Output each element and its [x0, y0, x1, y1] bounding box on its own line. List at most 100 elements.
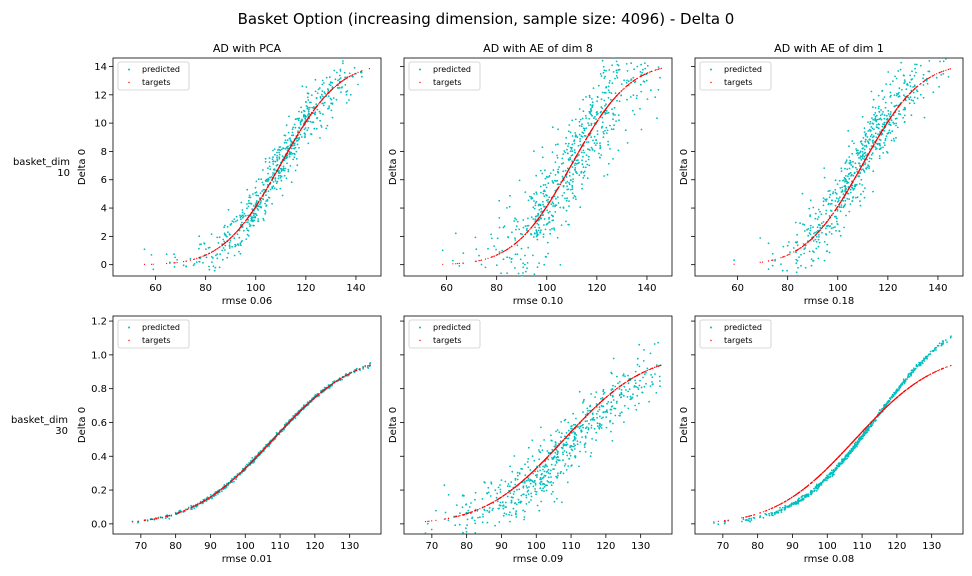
predicted-point [280, 148, 283, 151]
predicted-point [498, 199, 501, 202]
predicted-point [834, 226, 836, 228]
predicted-point [834, 189, 837, 191]
predicted-point [594, 144, 597, 147]
predicted-point [636, 94, 638, 97]
targets-point [319, 102, 321, 104]
predicted-point [851, 140, 854, 143]
predicted-point [285, 156, 288, 159]
targets-point [491, 256, 493, 258]
targets-point [596, 120, 599, 122]
targets-point [783, 256, 785, 258]
x-tick-label: 140 [346, 283, 365, 294]
targets-point [258, 200, 260, 203]
predicted-point [834, 179, 837, 182]
predicted-point [607, 111, 610, 114]
predicted-point [572, 197, 575, 199]
predicted-point [547, 211, 550, 214]
predicted-point [823, 176, 826, 179]
predicted-point [537, 212, 539, 215]
predicted-point [564, 151, 567, 154]
targets-point [289, 147, 291, 149]
targets-point [237, 229, 239, 231]
predicted-point [845, 214, 847, 217]
targets-point [591, 128, 593, 130]
predicted-point [323, 101, 326, 104]
targets-point [581, 145, 583, 147]
predicted-point [545, 223, 548, 226]
predicted-point [294, 417, 297, 420]
predicted-point [794, 221, 797, 224]
predicted-point [771, 264, 774, 267]
predicted-point [291, 144, 294, 147]
predicted-point [565, 199, 568, 202]
predicted-point [644, 67, 647, 70]
targets-point [295, 136, 297, 138]
x-axis-label: rmse 0.18 [804, 296, 854, 307]
targets-point [521, 237, 523, 239]
predicted-point [299, 123, 302, 126]
targets-point [780, 257, 782, 259]
predicted-point [480, 263, 483, 266]
predicted-point [880, 118, 883, 121]
targets-point [279, 164, 281, 166]
predicted-point [578, 120, 581, 123]
targets-point [626, 84, 629, 87]
predicted-point [280, 175, 283, 178]
predicted-point [332, 97, 335, 99]
predicted-point [325, 76, 328, 79]
predicted-point [881, 125, 884, 128]
predicted-point [590, 136, 593, 139]
predicted-point [940, 74, 943, 76]
x-axis-label: rmse 0.10 [513, 296, 563, 307]
targets-point [185, 260, 187, 262]
predicted-point [872, 141, 874, 144]
predicted-point [458, 265, 461, 267]
predicted-point [835, 197, 838, 200]
predicted-point [292, 134, 295, 137]
predicted-point [548, 210, 551, 213]
predicted-point [844, 189, 847, 191]
legend-label-targets: targets [142, 78, 171, 87]
predicted-point [590, 107, 592, 110]
targets-point [855, 175, 857, 177]
predicted-point [258, 205, 260, 208]
predicted-point [898, 110, 900, 113]
predicted-point [832, 226, 835, 229]
predicted-point [582, 155, 584, 158]
predicted-point [217, 242, 220, 244]
predicted-point [233, 218, 236, 221]
predicted-point [910, 114, 913, 117]
predicted-point [581, 187, 583, 190]
targets-point [873, 143, 875, 145]
predicted-point [851, 187, 854, 190]
predicted-point [208, 268, 211, 271]
predicted-point [530, 216, 533, 219]
targets-point [880, 132, 882, 134]
predicted-point [809, 233, 812, 236]
targets-point [555, 191, 557, 193]
predicted-point [908, 102, 911, 105]
predicted-point [642, 68, 644, 71]
predicted-point [540, 191, 542, 194]
targets-point [241, 225, 243, 227]
predicted-point [851, 166, 854, 168]
predicted-point [849, 159, 851, 162]
targets-point [250, 212, 252, 214]
targets-point [224, 242, 226, 244]
targets-point [285, 154, 287, 157]
targets-point [576, 154, 578, 156]
predicted-point [541, 210, 543, 213]
predicted-point [524, 270, 527, 273]
predicted-point [602, 136, 605, 139]
targets-point [341, 80, 343, 82]
targets-point [286, 152, 288, 155]
predicted-point [246, 203, 248, 205]
legend-marker-targets [419, 81, 421, 84]
predicted-point [587, 141, 590, 143]
predicted-point [279, 176, 282, 179]
predicted-point [604, 91, 607, 94]
predicted-point [314, 90, 317, 93]
predicted-point [865, 154, 867, 157]
predicted-point [540, 207, 543, 210]
predicted-point [514, 239, 517, 241]
